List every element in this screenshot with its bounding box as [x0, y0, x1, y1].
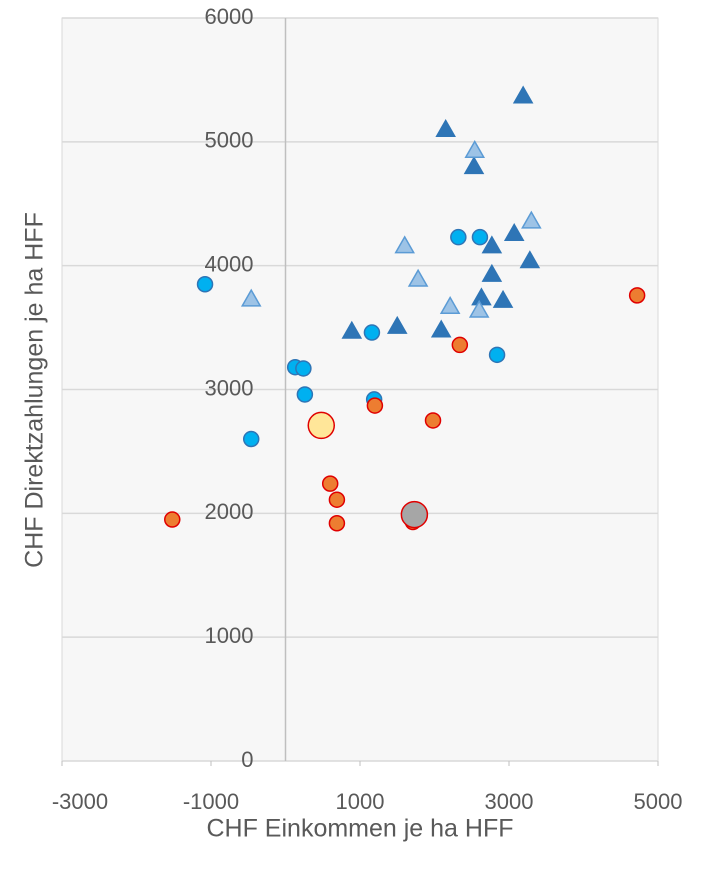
point	[328, 514, 346, 532]
x-tick-label: 5000	[634, 789, 683, 814]
y-tick-label: 1000	[205, 623, 254, 648]
point	[295, 360, 312, 377]
point	[435, 118, 456, 137]
point	[321, 475, 339, 492]
y-tick-label: 2000	[205, 499, 254, 524]
point	[424, 412, 442, 429]
point	[400, 500, 429, 529]
point	[468, 299, 490, 318]
point	[386, 315, 408, 334]
point	[363, 324, 381, 341]
point	[394, 235, 415, 254]
point	[450, 228, 467, 246]
point	[439, 296, 461, 315]
point	[512, 85, 534, 104]
y-tick-label: 3000	[205, 375, 254, 400]
x-axis-title: CHF Einkommen je ha HFF	[206, 815, 513, 843]
y-tick-label: 6000	[205, 4, 254, 29]
x-tick-label: -3000	[52, 789, 108, 814]
point	[464, 139, 486, 159]
point	[481, 263, 503, 282]
point	[307, 411, 336, 440]
point	[481, 235, 503, 254]
point	[328, 491, 346, 508]
point	[463, 156, 485, 175]
point	[296, 386, 314, 403]
point	[430, 319, 452, 338]
point	[240, 288, 262, 307]
point	[519, 250, 541, 269]
y-tick-label: 4000	[205, 251, 254, 276]
x-tick-label: 1000	[336, 789, 385, 814]
point	[164, 511, 181, 528]
y-tick-label: 0	[241, 747, 253, 772]
point	[471, 228, 489, 246]
point	[503, 222, 525, 241]
x-tick-label: 3000	[485, 789, 534, 814]
point	[451, 336, 469, 354]
point	[341, 320, 363, 339]
y-axis-title: CHF Direktzahlungen je ha HFF	[21, 212, 49, 568]
point	[366, 397, 384, 414]
point	[492, 289, 514, 308]
point	[196, 275, 214, 293]
point	[242, 430, 260, 448]
y-tick-label: 5000	[205, 128, 254, 153]
point	[521, 210, 542, 229]
x-tick-label: -1000	[183, 789, 239, 814]
point	[628, 287, 646, 304]
point	[407, 268, 429, 287]
point	[488, 346, 506, 364]
